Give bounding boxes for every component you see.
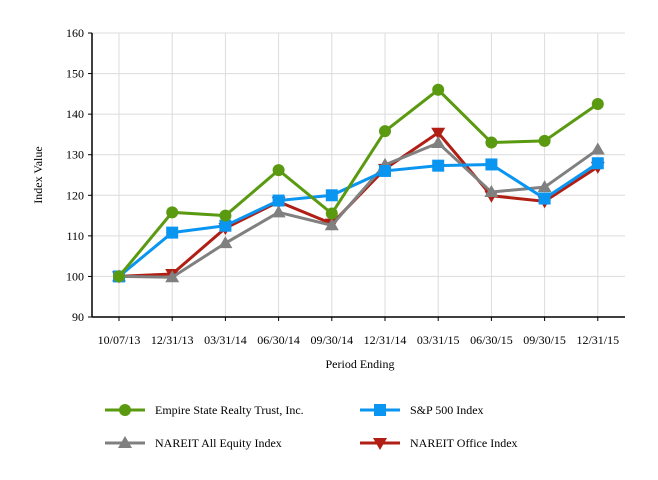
data-point — [325, 207, 338, 220]
data-point — [271, 205, 286, 218]
data-point — [537, 180, 552, 193]
y-axis-label: Index Value — [31, 146, 45, 203]
series-0 — [113, 83, 604, 283]
x-tick-label: 10/07/13 — [98, 333, 141, 347]
data-point — [432, 83, 445, 96]
x-tick-label: 03/31/14 — [204, 333, 247, 347]
series-line — [117, 87, 599, 278]
data-point — [166, 206, 179, 219]
x-tick-label: 06/30/14 — [257, 333, 300, 347]
legend-marker — [118, 436, 132, 448]
y-tick-label: 120 — [66, 188, 84, 202]
legend-item: Empire State Realty Trust, Inc. — [105, 403, 304, 417]
data-point — [272, 164, 285, 177]
data-point — [538, 134, 551, 147]
x-tick-label: 03/31/15 — [417, 333, 460, 347]
x-tick-label: 12/31/13 — [151, 333, 194, 347]
data-point — [485, 136, 498, 149]
x-tick-label: 12/31/14 — [364, 333, 407, 347]
x-tick-label: 09/30/14 — [310, 333, 353, 347]
x-tick-label: 06/30/15 — [470, 333, 513, 347]
legend-item: S&P 500 Index — [360, 403, 484, 417]
y-tick-label: 140 — [66, 107, 84, 121]
data-point — [538, 192, 551, 205]
data-point — [591, 98, 604, 110]
data-point — [324, 218, 339, 231]
legend-label: Empire State Realty Trust, Inc. — [155, 403, 304, 417]
legend-marker — [374, 404, 386, 416]
data-point — [379, 125, 391, 138]
legend-label: NAREIT All Equity Index — [155, 436, 282, 450]
y-tick-label: 90 — [72, 310, 84, 324]
legend-label: S&P 500 Index — [410, 403, 484, 417]
y-tick-label: 110 — [66, 229, 84, 243]
data-point — [165, 270, 180, 283]
data-point — [431, 135, 446, 148]
data-point — [325, 189, 338, 202]
series-3 — [112, 127, 605, 284]
x-tick-label: 09/30/15 — [523, 333, 566, 347]
y-tick-label: 150 — [66, 67, 84, 81]
data-point — [379, 164, 391, 177]
data-point — [432, 159, 445, 172]
legend-marker — [373, 438, 387, 450]
x-axis-label: Period Ending — [326, 357, 395, 371]
series-line — [118, 161, 599, 278]
legend-marker — [119, 404, 131, 416]
y-tick-label: 100 — [66, 269, 84, 283]
legend-item: NAREIT Office Index — [360, 436, 518, 450]
legend-label: NAREIT Office Index — [410, 436, 518, 450]
data-point — [219, 209, 232, 222]
data-point — [431, 127, 446, 140]
y-tick-label: 130 — [66, 148, 84, 162]
data-point — [113, 270, 125, 283]
y-tick-label: 160 — [66, 26, 84, 40]
data-point — [219, 219, 232, 232]
data-point — [218, 236, 233, 249]
series-line — [118, 141, 599, 279]
x-tick-label: 12/31/15 — [576, 333, 619, 347]
data-point — [591, 157, 604, 170]
data-point — [590, 142, 605, 155]
data-point — [485, 158, 498, 171]
data-point — [484, 185, 499, 198]
series-1 — [113, 157, 604, 283]
data-point — [166, 226, 179, 239]
data-point — [272, 194, 285, 207]
legend-item: NAREIT All Equity Index — [105, 436, 282, 450]
